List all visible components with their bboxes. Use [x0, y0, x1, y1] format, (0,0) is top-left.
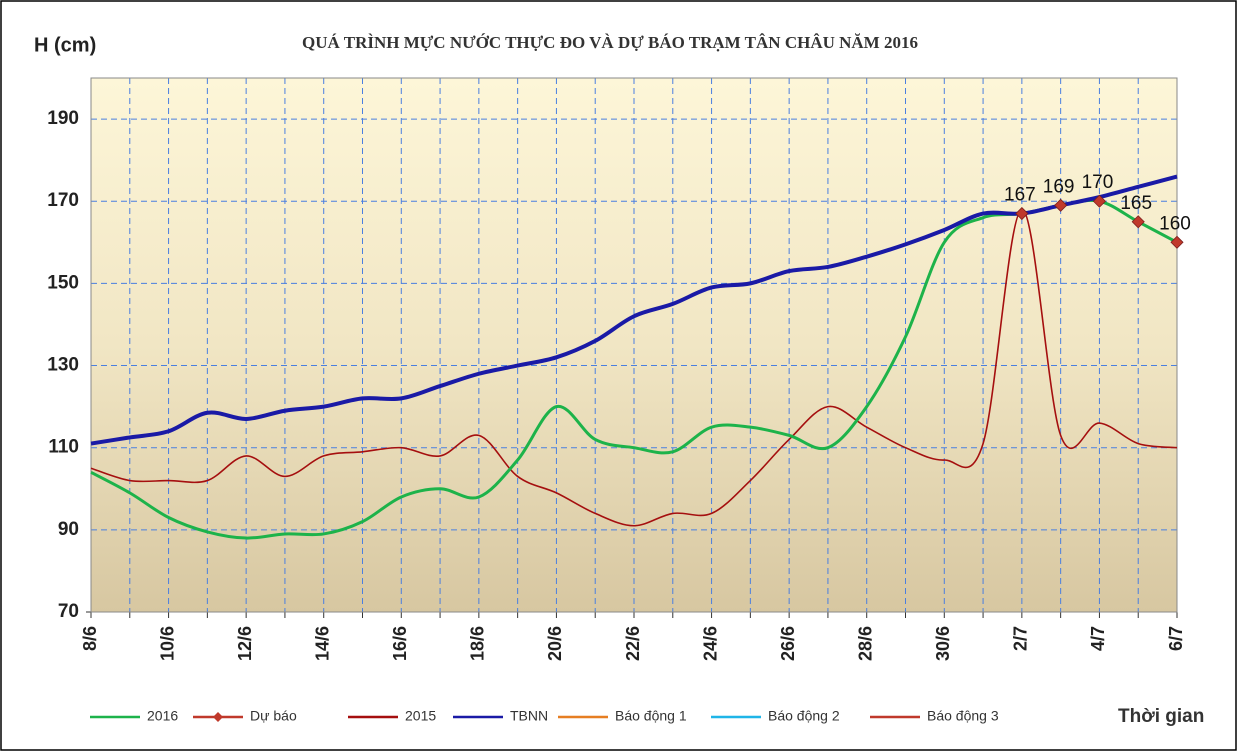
x-tick-label: 20/6	[545, 626, 565, 661]
legend-label: TBNN	[510, 708, 548, 724]
x-tick-label: 2/7	[1011, 626, 1031, 651]
y-tick-label: 130	[47, 355, 79, 376]
x-tick-label: 14/6	[312, 626, 332, 661]
data-label: 169	[1043, 176, 1075, 197]
forecast-point	[1170, 235, 1184, 249]
legend-label: 2015	[405, 708, 436, 724]
legend-marker	[213, 712, 223, 722]
y-tick-label: 70	[58, 601, 79, 622]
x-tick-label: 18/6	[468, 626, 488, 661]
forecast-point	[1131, 215, 1145, 229]
forecast-point	[1015, 206, 1029, 221]
x-tick-label: 30/6	[933, 626, 953, 661]
chart-title: QUÁ TRÌNH MỰC NƯỚC THỰC ĐO VÀ DỰ BÁO TRẠ…	[302, 33, 918, 52]
data-label: 170	[1082, 172, 1114, 193]
legend-label: Báo động 1	[615, 708, 687, 724]
series-line	[90, 198, 1178, 540]
x-tick-label: 22/6	[623, 626, 643, 661]
x-tick-label: 4/7	[1088, 626, 1108, 651]
x-tick-label: 26/6	[778, 626, 798, 661]
x-tick-label: 28/6	[855, 626, 875, 661]
data-label: 160	[1159, 213, 1191, 234]
legend-label: Báo động 2	[768, 708, 840, 724]
x-axis-label: Thời gian	[1118, 706, 1204, 727]
x-tick-label: 16/6	[390, 626, 410, 661]
legend-label: Báo động 3	[927, 708, 999, 724]
y-tick-label: 170	[47, 190, 79, 211]
forecast-point	[1092, 194, 1106, 208]
data-label: 167	[1004, 185, 1036, 206]
legend-label: 2016	[147, 708, 178, 724]
x-tick-label: 10/6	[157, 626, 177, 661]
series-line	[90, 174, 1178, 446]
legend-label: Dự báo	[250, 708, 297, 724]
y-axis-label: H (cm)	[34, 34, 96, 56]
x-tick-label: 24/6	[700, 626, 720, 661]
plot-border	[90, 77, 1178, 613]
x-tick-label: 8/6	[80, 626, 100, 651]
y-tick-label: 90	[58, 519, 79, 540]
data-label: 165	[1120, 193, 1152, 214]
forecast-point	[1054, 198, 1068, 212]
x-tick-label: 6/7	[1166, 626, 1186, 651]
y-tick-label: 150	[47, 272, 79, 293]
y-tick-label: 110	[48, 437, 79, 458]
x-tick-label: 12/6	[235, 626, 255, 661]
y-tick-label: 190	[47, 108, 79, 129]
